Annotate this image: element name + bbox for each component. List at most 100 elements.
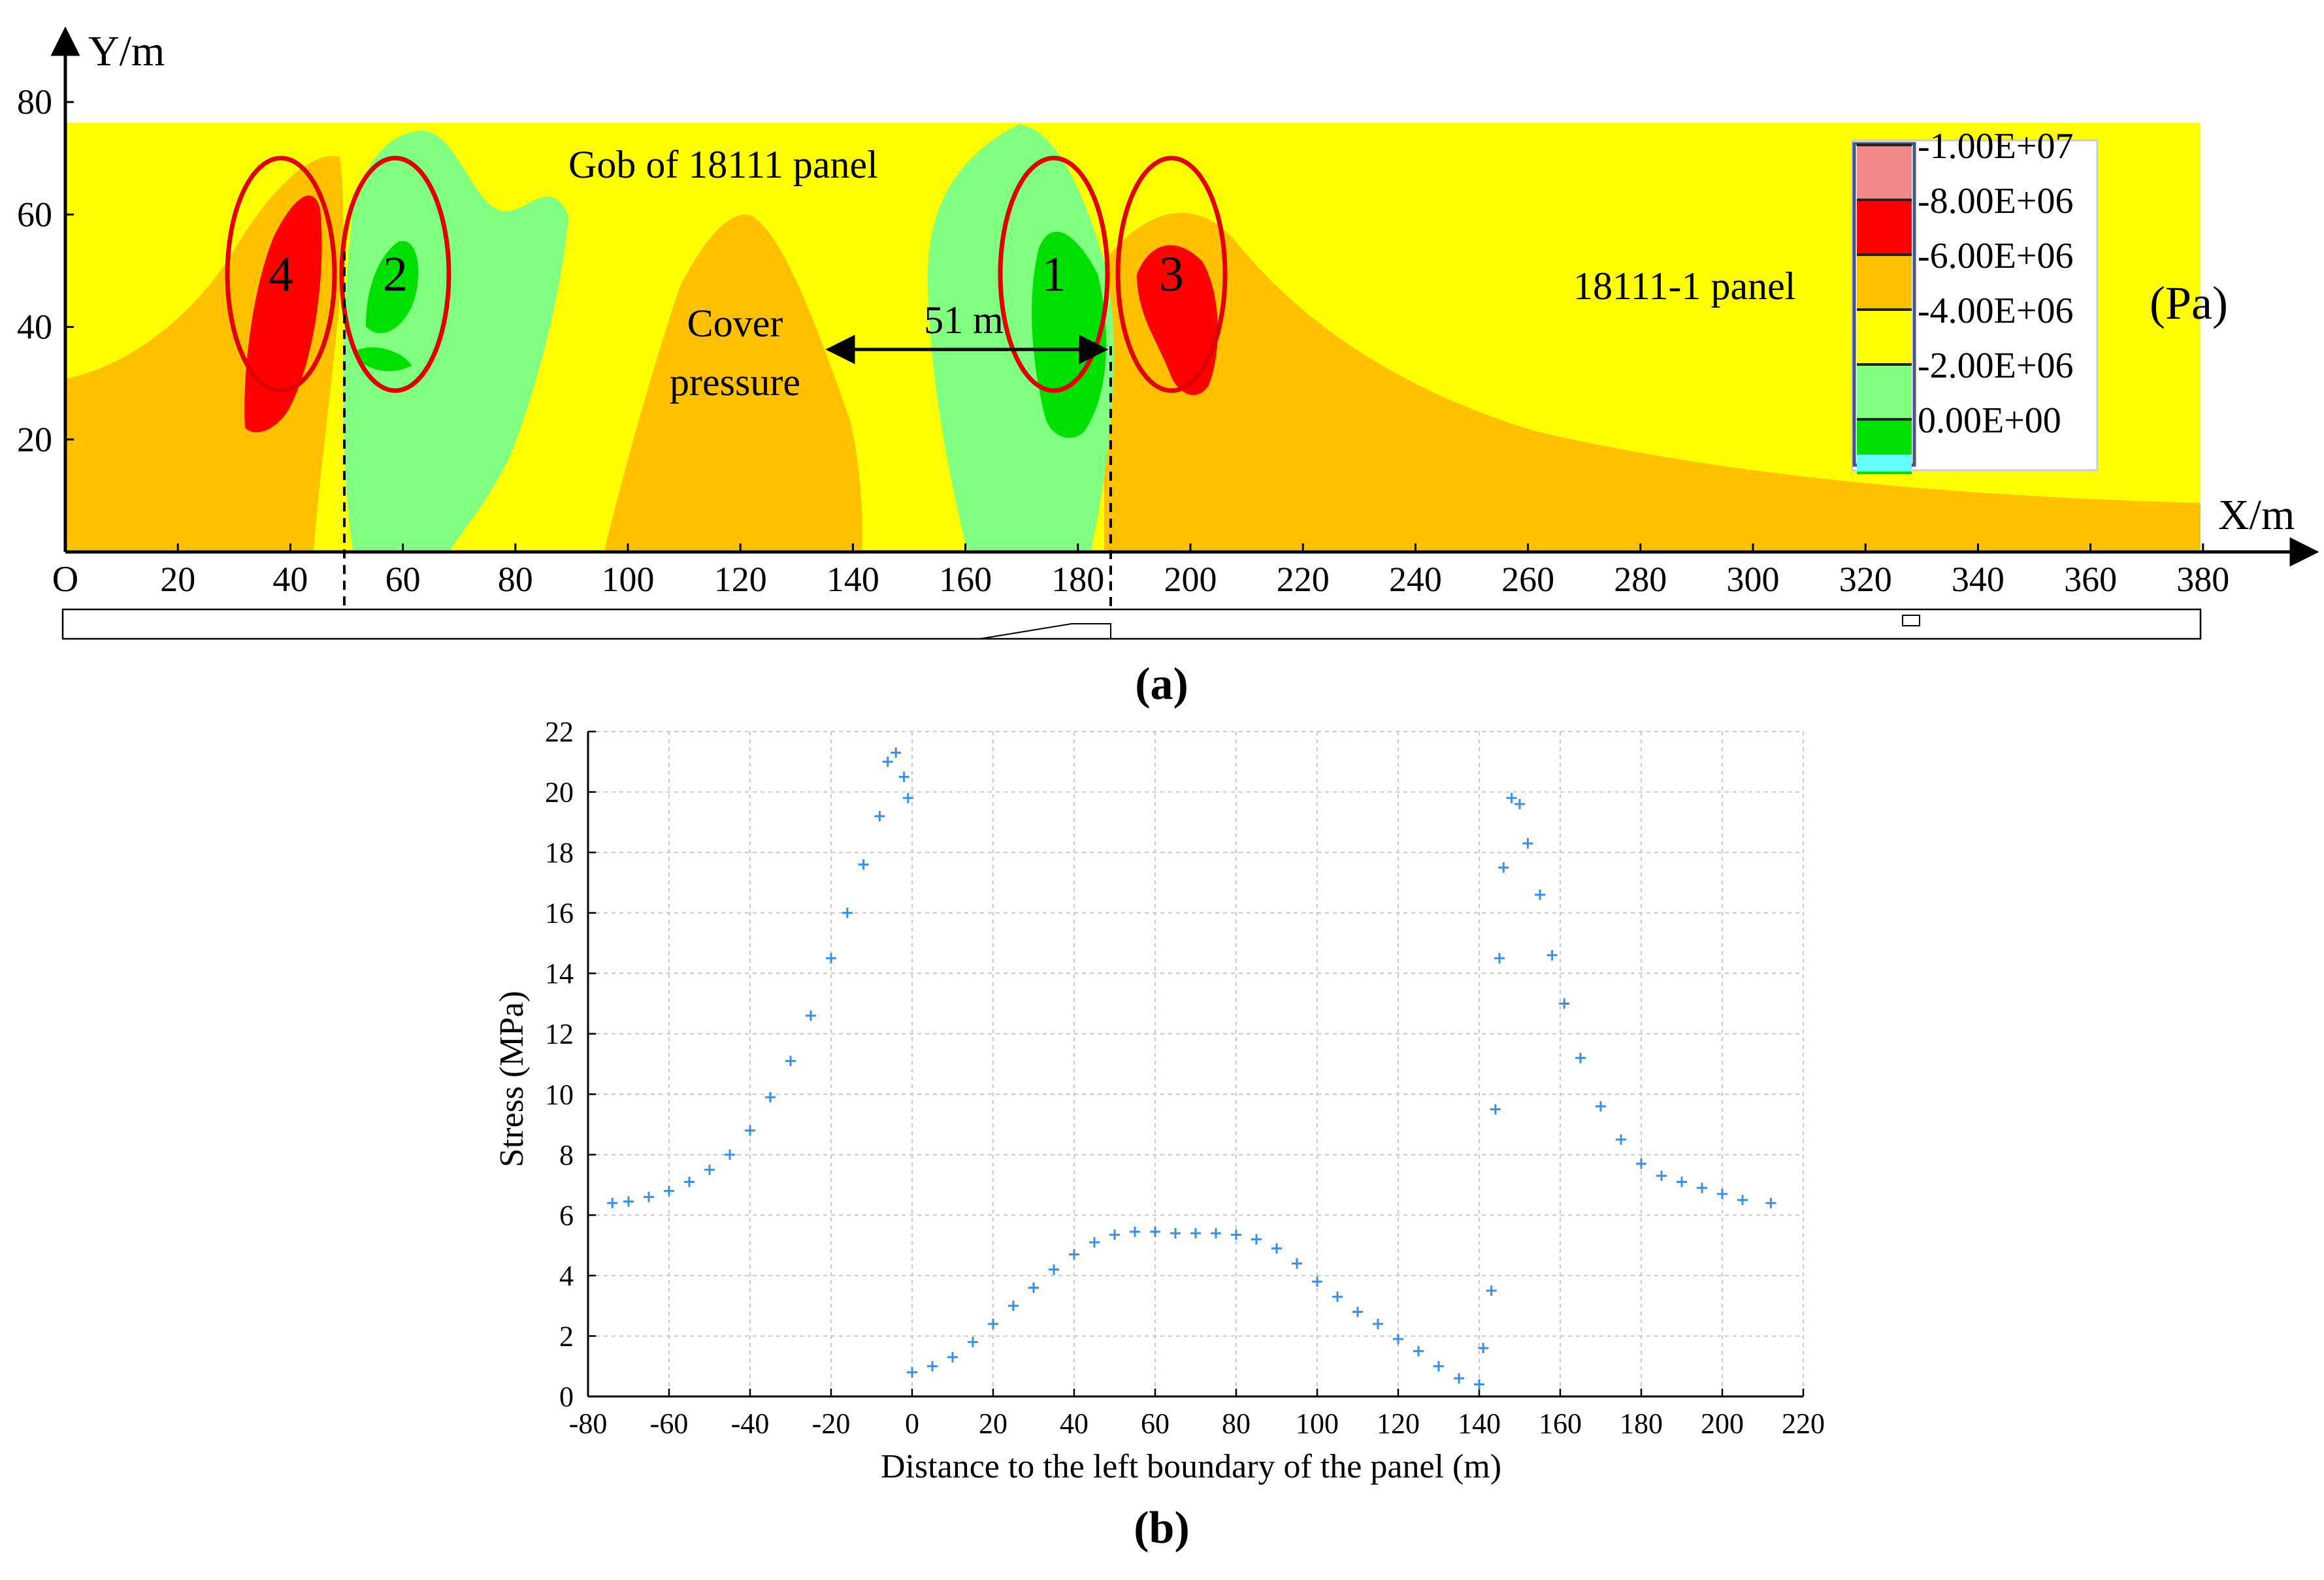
data-point xyxy=(1535,889,1545,900)
y-tick-label: 12 xyxy=(545,1018,574,1050)
panel-label: 18111-1 panel xyxy=(1573,265,1795,308)
y-tick-label: 20 xyxy=(17,420,52,459)
data-point xyxy=(927,1361,938,1372)
legend-swatch xyxy=(1857,255,1912,310)
model-strip xyxy=(61,608,2202,640)
contour-green-gob-2 xyxy=(343,131,568,550)
data-point xyxy=(1522,838,1533,849)
data-point xyxy=(607,1197,618,1208)
y-axis-label: Y/m xyxy=(88,27,165,75)
data-point xyxy=(684,1176,695,1187)
x-tick-label: 220 xyxy=(1277,560,1330,599)
x-tick-label: 80 xyxy=(1222,1408,1251,1440)
chart-points xyxy=(607,747,1776,1390)
data-point xyxy=(664,1185,674,1197)
data-point xyxy=(902,792,913,803)
chart-y-label: Stress (MPa) xyxy=(493,991,531,1167)
data-point xyxy=(842,907,853,918)
y-tick-label: 6 xyxy=(559,1199,574,1231)
chart-grid xyxy=(587,731,1804,1397)
zone-label-3: 3 xyxy=(1159,247,1184,302)
contour-red-zone-3 xyxy=(1137,245,1218,395)
contour-orange-right-band xyxy=(1104,212,2201,550)
contour-orange-cover xyxy=(604,214,862,550)
data-point xyxy=(1433,1361,1444,1372)
data-point xyxy=(1292,1258,1302,1269)
x-tick-label: 180 xyxy=(1051,560,1104,599)
data-point xyxy=(1697,1182,1707,1193)
legend-label: -4.00E+06 xyxy=(1918,291,2073,331)
x-tick-labels: 20 40 60 80 100 120 140 160 180 200 220 240 260 280 30… xyxy=(160,543,2229,599)
data-point xyxy=(968,1336,978,1347)
y-tick-label: 80 xyxy=(17,82,52,121)
legend-label: -1.00E+07 xyxy=(1918,126,2073,167)
x-tick-label: 40 xyxy=(1060,1408,1088,1440)
x-tick-label: 280 xyxy=(1614,560,1667,599)
x-tick-label: -80 xyxy=(569,1408,608,1440)
data-point xyxy=(1373,1318,1383,1329)
data-point xyxy=(1190,1228,1201,1239)
data-point xyxy=(858,859,869,870)
caption-b: (b) xyxy=(1134,1503,1190,1553)
y-tick-label: 22 xyxy=(545,716,574,748)
distance-label: 51 m xyxy=(924,298,1004,342)
legend: -1.00E+07 -8.00E+06 -6.00E+06 -4.00E+06 -2.0… xyxy=(1851,126,2099,474)
data-point xyxy=(1506,792,1517,803)
data-point xyxy=(947,1351,958,1362)
data-point xyxy=(1575,1052,1586,1063)
x-tick-label: 40 xyxy=(272,560,308,599)
x-tick-label: 360 xyxy=(2064,560,2117,599)
data-point xyxy=(1498,862,1509,873)
data-point xyxy=(1677,1176,1687,1187)
data-point xyxy=(1251,1234,1262,1245)
stress-contour-panel: 4 2 1 3 Gob of 18111 panel 18111-1 panel… xyxy=(17,26,2319,709)
data-point xyxy=(1130,1226,1140,1237)
data-point xyxy=(1312,1276,1322,1287)
x-tick-label: 300 xyxy=(1727,560,1780,599)
y-tick-label: 10 xyxy=(545,1078,574,1110)
data-point xyxy=(806,1010,816,1021)
y-tick-label: 20 xyxy=(545,777,574,809)
zone-circle-2 xyxy=(339,155,451,393)
x-tick-label: -40 xyxy=(731,1408,770,1440)
data-point xyxy=(1596,1101,1606,1112)
data-point xyxy=(1717,1188,1727,1199)
data-point xyxy=(826,953,836,964)
y-tick-label: 2 xyxy=(559,1320,574,1352)
data-point xyxy=(1352,1306,1363,1317)
x-tick-label: 60 xyxy=(385,560,421,599)
contour-red-zone-4 xyxy=(244,195,322,432)
x-tick-label: 0 xyxy=(905,1408,919,1440)
contour-green-zone-2 xyxy=(353,240,419,372)
x-tick-label: 200 xyxy=(1164,560,1217,599)
x-tick-label: 380 xyxy=(2176,560,2229,599)
chart-y-ticks: 0 2 4 6 8 10 12 14 16 18 20 22 xyxy=(545,716,596,1413)
y-tick-label: 4 xyxy=(559,1260,574,1292)
data-point xyxy=(1559,998,1570,1009)
data-point xyxy=(1231,1229,1241,1240)
data-point xyxy=(1211,1228,1221,1239)
data-point xyxy=(891,747,902,758)
origin-label: O xyxy=(52,559,78,600)
x-tick-label: 120 xyxy=(714,560,767,599)
data-point xyxy=(1049,1264,1059,1275)
x-tick-label: 140 xyxy=(1458,1408,1501,1440)
data-point xyxy=(1737,1195,1748,1206)
legend-swatch xyxy=(1857,145,1912,200)
legend-label: -2.00E+06 xyxy=(1918,346,2073,386)
legend-swatch-last xyxy=(1857,455,1912,472)
data-point xyxy=(1413,1346,1424,1357)
data-point xyxy=(1494,953,1505,964)
data-point xyxy=(1170,1228,1181,1239)
y-tick-label: 16 xyxy=(545,897,574,929)
x-tick-label: 100 xyxy=(602,560,655,599)
x-tick-label: 160 xyxy=(939,560,992,599)
data-point xyxy=(623,1196,634,1207)
data-point xyxy=(1332,1291,1343,1302)
data-point xyxy=(644,1191,654,1202)
data-point xyxy=(1486,1285,1497,1297)
x-tick-label: 220 xyxy=(1782,1408,1825,1440)
x-tick-label: 140 xyxy=(826,560,879,599)
model-strip-excavation xyxy=(979,623,1111,639)
zone-label-4: 4 xyxy=(269,247,293,302)
